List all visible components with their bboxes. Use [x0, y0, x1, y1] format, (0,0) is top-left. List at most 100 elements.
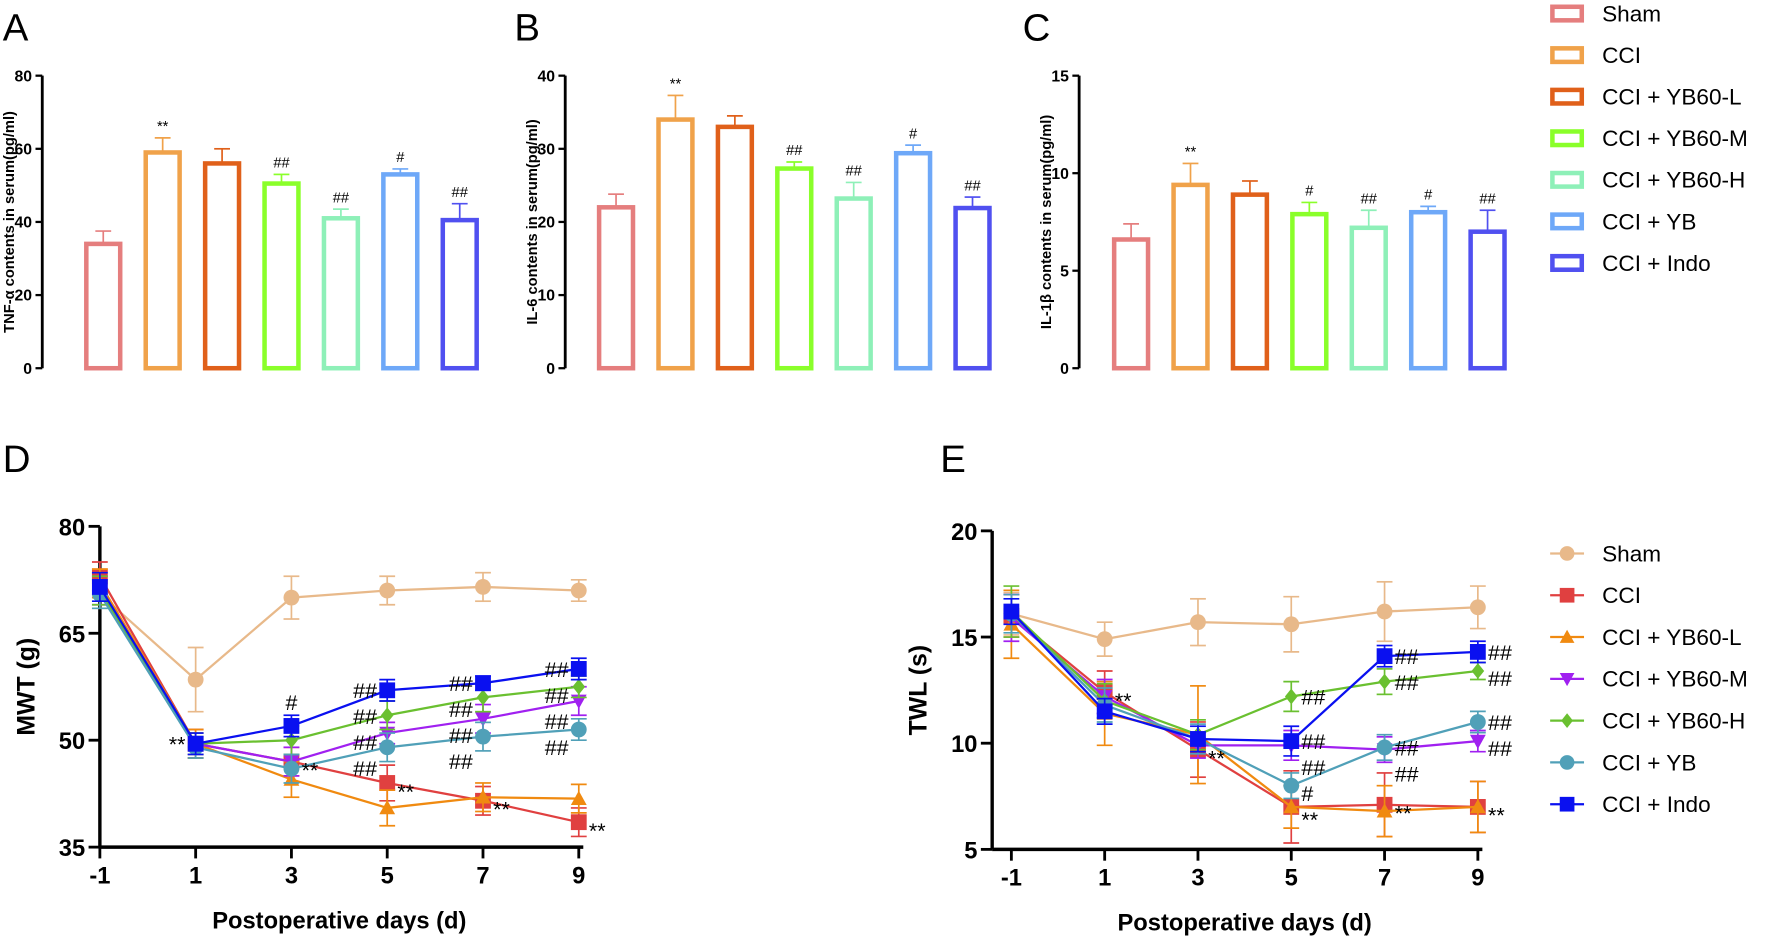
bar: [834, 196, 873, 371]
x-tick-label: 1: [1098, 866, 1111, 892]
legend-label: CCI + YB60-L: [1602, 625, 1742, 650]
x-tick-label: 7: [1378, 866, 1391, 892]
legend-swatch: [1550, 253, 1585, 272]
data-point: [1283, 616, 1300, 633]
x-tick-label: 7: [476, 863, 489, 889]
significance-mark: ##: [353, 757, 377, 781]
bar: [321, 216, 361, 371]
x-tick-label: 3: [285, 863, 298, 889]
significance-mark: ##: [353, 679, 377, 703]
significance-mark: ##: [1395, 736, 1419, 760]
bar: [262, 181, 301, 371]
data-point: [572, 678, 586, 695]
legend-swatch: [1550, 212, 1585, 231]
series-line: [98, 575, 580, 824]
line-chart-e: 5 10 15 20 -1 1 3 5 7 9 Postoperative days (d) TWL …: [906, 520, 1512, 937]
significance-mark: ##: [449, 672, 473, 696]
significance-mark: #: [909, 126, 918, 142]
bar: [84, 241, 123, 371]
data-point: [1376, 603, 1393, 620]
legend-marker: [1559, 629, 1575, 643]
significance-mark: ##: [1488, 711, 1512, 735]
significance-mark: ##: [449, 724, 473, 748]
x-axis-label: Postoperative days (d): [1118, 911, 1372, 937]
significance-mark: ##: [786, 143, 803, 159]
series-line: [1010, 612, 1479, 787]
bar: [1408, 209, 1448, 371]
significance-mark: ##: [545, 658, 569, 682]
data-point: [1376, 739, 1393, 756]
data-point: [187, 671, 204, 688]
significance-mark: ##: [545, 736, 569, 760]
data-point: [1283, 777, 1300, 794]
y-tick-label: 0: [1060, 361, 1069, 378]
y-axis-label: TWL (s): [906, 645, 933, 736]
data-point: [1003, 603, 1020, 620]
series-line: [1011, 606, 1478, 641]
significance-mark: ##: [1479, 191, 1496, 207]
significance-mark: ##: [1488, 737, 1512, 761]
y-tick-label: 30: [537, 141, 555, 158]
y-tick-label: 5: [964, 838, 977, 864]
data-point: [570, 814, 587, 831]
data-point: [570, 790, 587, 805]
bar: [202, 161, 242, 371]
legend-label: CCI + YB: [1602, 750, 1696, 775]
series-line: [99, 585, 579, 682]
bar: [893, 150, 933, 371]
significance-mark: ##: [353, 731, 377, 755]
bar: [143, 150, 182, 371]
legend-marker: [1559, 796, 1575, 812]
significance-mark: ##: [449, 698, 473, 722]
significance-mark: #: [396, 150, 405, 166]
legend-label: CCI + YB60-M: [1602, 126, 1748, 151]
significance-mark: ##: [1361, 191, 1378, 207]
bar: [953, 205, 992, 371]
series-cci-indo: [1003, 597, 1486, 757]
significance-mark: ##: [1488, 641, 1512, 665]
bar: [1468, 229, 1507, 371]
y-tick-label: 10: [537, 288, 555, 305]
series-cci-yb60-m: [91, 575, 587, 777]
data-point: [1283, 799, 1300, 814]
data-point: [1283, 733, 1300, 749]
data-point: [1471, 663, 1485, 679]
x-tick-label: 3: [1191, 866, 1204, 892]
series-line: [1010, 610, 1478, 743]
data-point: [475, 728, 491, 745]
significance-mark: #: [1305, 184, 1314, 200]
data-point: [1190, 614, 1206, 631]
legend-swatch: [1550, 87, 1585, 106]
data-point: [1469, 643, 1486, 660]
significance-mark: ##: [545, 684, 569, 708]
y-axis-label: IL-6 contents in serum(pg/ml): [525, 119, 541, 325]
y-tick-label: 0: [546, 361, 555, 378]
significance-mark: ##: [1488, 667, 1512, 691]
significance-mark: ##: [452, 185, 469, 201]
significance-mark: ##: [353, 705, 377, 729]
data-point: [475, 712, 491, 727]
x-tick-label: 5: [1285, 866, 1298, 892]
data-point: [379, 739, 396, 756]
significance-mark: ##: [1301, 756, 1325, 780]
legend-label: CCI: [1602, 583, 1641, 608]
legend-marker: [1559, 755, 1575, 770]
data-point: [283, 760, 300, 777]
bar: [775, 166, 814, 371]
bar: [440, 217, 479, 371]
y-tick-label: 35: [59, 836, 85, 862]
y-tick-label: 60: [15, 141, 33, 158]
legend-label: Sham: [1602, 541, 1661, 566]
y-tick-label: 40: [537, 68, 555, 85]
series-line: [1010, 617, 1478, 751]
series-line: [98, 589, 579, 745]
significance-mark: ##: [1395, 762, 1419, 786]
data-point: [1469, 734, 1486, 749]
legend-label: CCI + YB60-H: [1602, 168, 1745, 193]
data-point: [187, 735, 204, 752]
legend-marker: [1559, 546, 1575, 561]
data-point: [379, 582, 396, 599]
bar: [596, 205, 636, 371]
series-line: [1010, 610, 1478, 736]
